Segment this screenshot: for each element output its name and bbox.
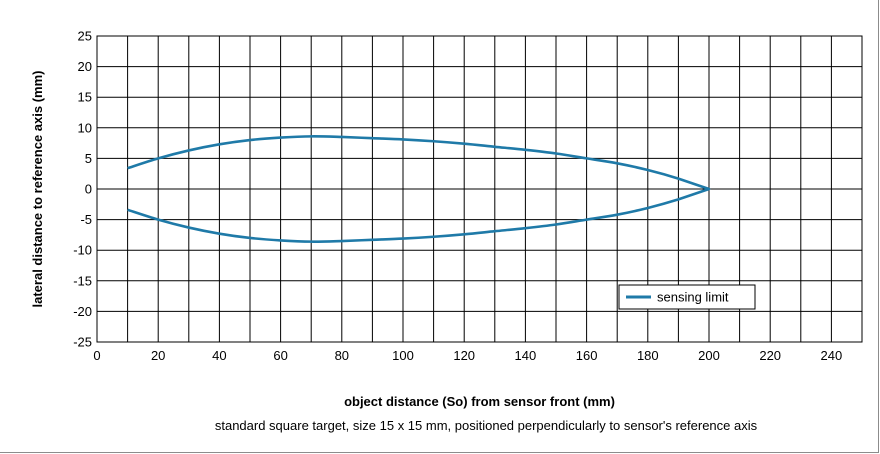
- x-tick-label: 160: [576, 348, 598, 363]
- x-tick-label: 20: [151, 348, 165, 363]
- y-tick-label: -20: [73, 304, 92, 319]
- chart-note: standard square target, size 15 x 15 mm,…: [215, 418, 758, 433]
- x-tick-label: 200: [698, 348, 720, 363]
- y-tick-label: 25: [78, 29, 92, 44]
- x-tick-label: 100: [392, 348, 414, 363]
- y-tick-label: 15: [78, 90, 92, 105]
- x-tick-label: 60: [273, 348, 287, 363]
- x-axis-title: object distance (So) from sensor front (…: [344, 394, 615, 409]
- y-tick-label: 5: [85, 151, 92, 166]
- y-tick-label: -10: [73, 243, 92, 258]
- x-tick-label: 180: [637, 348, 659, 363]
- series-line-sensing-limit: [127, 135, 711, 243]
- y-tick-label: 10: [78, 120, 92, 135]
- x-tick-label: 0: [93, 348, 100, 363]
- y-tick-label: -25: [73, 335, 92, 350]
- series-group: [127, 135, 711, 243]
- x-tick-label: 240: [821, 348, 843, 363]
- x-tick-label: 140: [515, 348, 537, 363]
- plot-area: [96, 35, 863, 343]
- grid: [97, 36, 862, 342]
- y-tick-label: 20: [78, 59, 92, 74]
- y-axis-title: lateral distance to reference axis (mm): [30, 71, 45, 308]
- legend: sensing limit: [618, 284, 756, 310]
- y-tick-label: 0: [85, 182, 92, 197]
- x-tick-label: 80: [335, 348, 349, 363]
- y-axis-ticks: 25 20 15 10 5 0 -5 -10 -15 -20 -25: [73, 29, 92, 350]
- x-tick-label: 120: [453, 348, 475, 363]
- x-axis-ticks: 0 20 40 60 80 100 120 140 160 180 200 220 240: [93, 348, 842, 363]
- x-tick-label: 220: [759, 348, 781, 363]
- x-tick-label: 40: [212, 348, 226, 363]
- y-tick-label: -15: [73, 273, 92, 288]
- legend-label: sensing limit: [657, 290, 729, 305]
- y-tick-label: -5: [80, 212, 92, 227]
